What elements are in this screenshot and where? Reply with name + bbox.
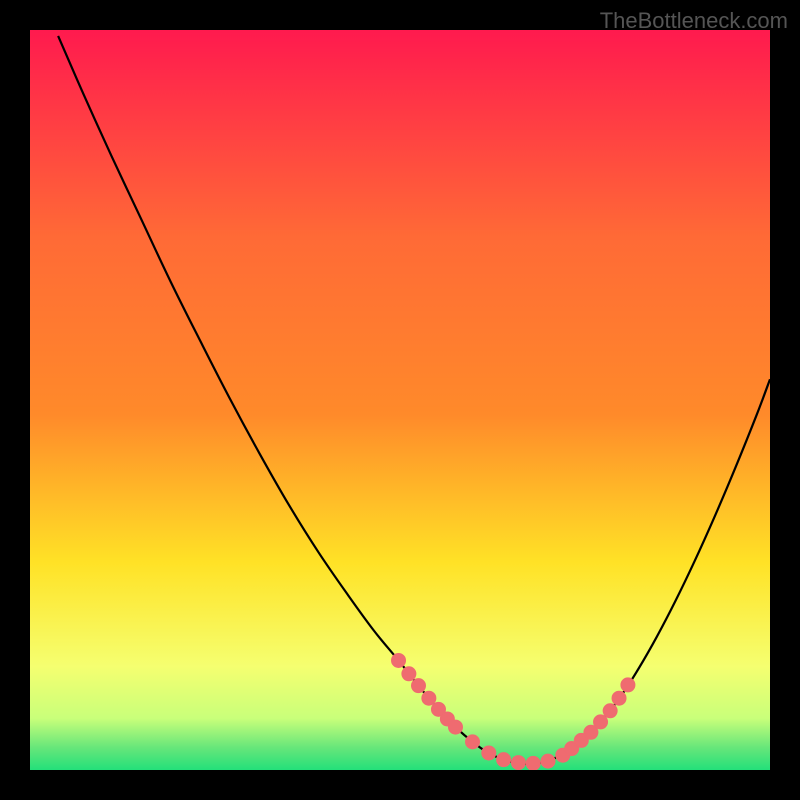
data-marker: [402, 667, 416, 681]
data-marker: [541, 754, 555, 768]
data-marker: [497, 753, 511, 767]
chart-svg: [30, 30, 770, 770]
bottleneck-chart: [30, 30, 770, 770]
data-marker: [449, 720, 463, 734]
data-marker: [594, 715, 608, 729]
data-marker: [612, 691, 626, 705]
data-marker: [392, 653, 406, 667]
chart-frame: TheBottleneck.com: [0, 0, 800, 800]
data-marker: [526, 756, 540, 770]
data-marker: [412, 679, 426, 693]
data-marker: [511, 756, 525, 770]
data-marker: [621, 678, 635, 692]
data-marker: [603, 704, 617, 718]
data-marker: [422, 691, 436, 705]
data-marker: [466, 735, 480, 749]
data-marker: [482, 746, 496, 760]
